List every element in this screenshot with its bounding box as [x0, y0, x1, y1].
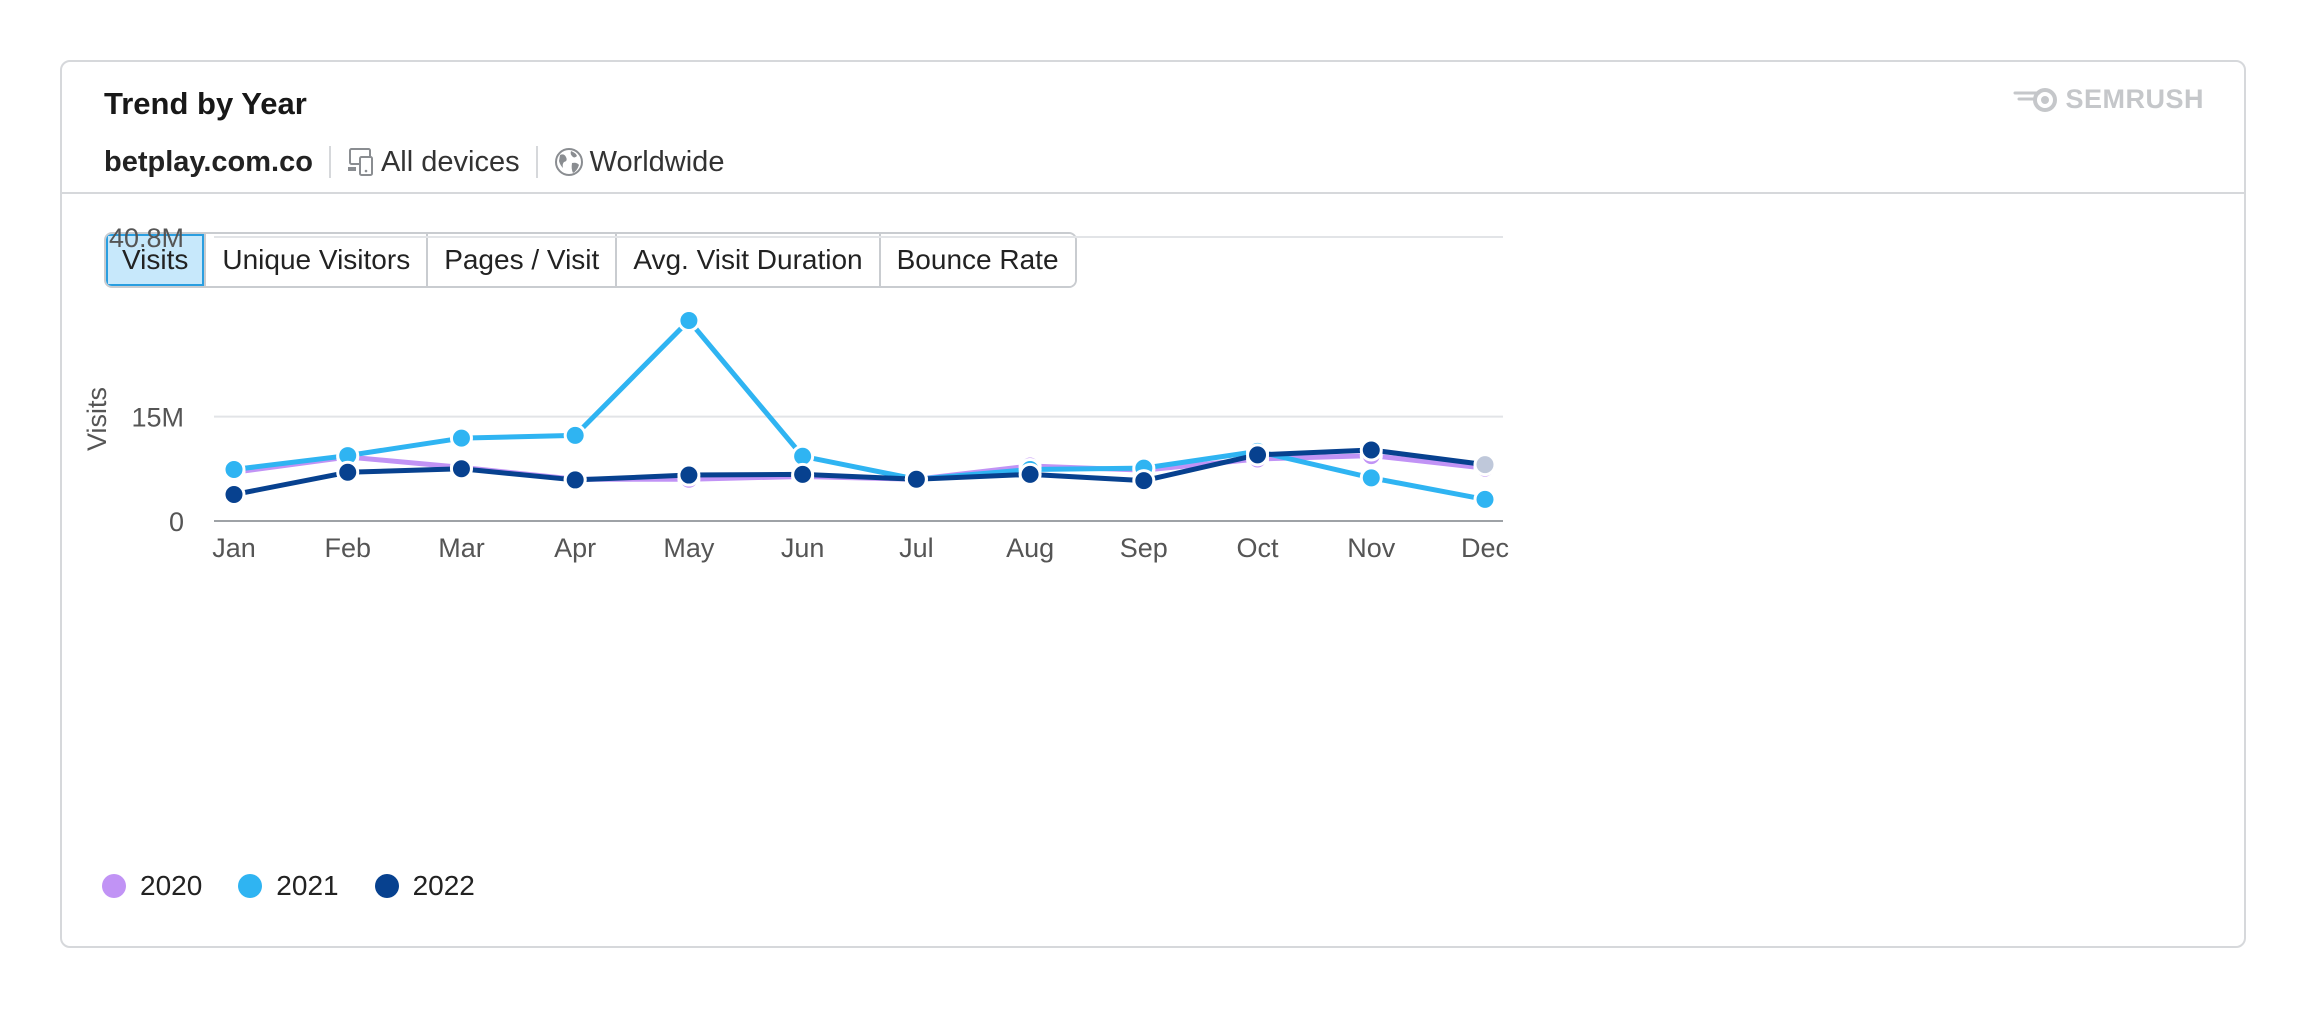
y-tick-label: 0	[169, 507, 184, 537]
data-point-2022-apr	[563, 468, 587, 492]
devices-icon	[347, 148, 373, 176]
legend-item-2021[interactable]: 2021	[238, 870, 339, 902]
data-point-2022-sep	[1132, 469, 1156, 493]
data-point-2021-may	[677, 309, 701, 333]
x-tick-label: Aug	[1006, 533, 1054, 563]
series-line-2022	[231, 447, 1488, 498]
data-point-2022-aug	[1018, 462, 1042, 486]
data-point-2022-may	[677, 463, 701, 487]
card-header: Trend by Year betplay.com.co All devices	[62, 62, 2244, 194]
x-tick-label: Apr	[554, 533, 596, 563]
domain-label: betplay.com.co	[104, 145, 313, 178]
y-tick-label: 15M	[131, 403, 184, 433]
brand-name: SEMRUSH	[2065, 84, 2204, 114]
tab-avg-visit-duration[interactable]: Avg. Visit Duration	[617, 234, 881, 286]
chart-legend: 2020 2021 2022	[102, 870, 511, 902]
data-point-2021-apr	[563, 423, 587, 447]
data-point-2022-jun	[791, 462, 815, 486]
tab-unique-visitors[interactable]: Unique Visitors	[206, 234, 429, 286]
y-tick-label: 40.8M	[109, 223, 184, 253]
widget-meta: betplay.com.co All devices	[104, 142, 724, 182]
trend-card: Trend by Year betplay.com.co All devices	[60, 60, 2246, 948]
x-tick-label: Jul	[899, 533, 934, 563]
data-point-2021-mar	[449, 426, 473, 450]
data-point-2022-mar	[449, 457, 473, 481]
data-point-2021-jan	[222, 457, 246, 481]
x-tick-label: Dec	[1461, 533, 1509, 563]
data-point-2022-jul	[904, 467, 928, 491]
legend-dot-2021	[238, 874, 263, 898]
legend-label-2020: 2020	[140, 870, 203, 901]
y-axis-title: Visits	[82, 387, 112, 451]
legend-dot-2020	[102, 874, 126, 898]
meta-divider	[328, 146, 331, 178]
legend-label-2022: 2022	[412, 870, 475, 901]
data-point-2021-nov	[1359, 466, 1383, 490]
devices-label: All devices	[380, 145, 520, 178]
metric-tabs: Visits Unique Visitors Pages / Visit Avg…	[104, 232, 1077, 288]
data-point-2022-nov	[1359, 438, 1383, 462]
legend-dot-2022	[374, 874, 399, 898]
data-point-2022-feb	[336, 460, 360, 484]
semrush-logo-icon	[2013, 87, 2058, 112]
globe-icon	[554, 148, 583, 176]
x-tick-label: Mar	[438, 533, 485, 563]
widget-title: Trend by Year	[104, 86, 307, 121]
series-line-2021	[231, 318, 1488, 502]
tab-pages-per-visit[interactable]: Pages / Visit	[428, 234, 618, 286]
tab-bounce-rate[interactable]: Bounce Rate	[880, 234, 1075, 286]
data-point-2021-dec	[1473, 487, 1497, 511]
x-tick-label: Jan	[212, 533, 256, 563]
tab-visits[interactable]: Visits	[106, 234, 207, 286]
data-point-2022-oct	[1246, 443, 1270, 467]
x-tick-label: Nov	[1347, 533, 1396, 563]
meta-divider	[535, 146, 538, 178]
x-tick-label: Feb	[324, 533, 371, 563]
devices-filter[interactable]: All devices	[347, 146, 520, 179]
x-tick-label: Oct	[1237, 533, 1280, 563]
legend-item-2020[interactable]: 2020	[102, 870, 202, 902]
region-label: Worldwide	[589, 145, 725, 178]
x-tick-label: May	[663, 533, 715, 563]
data-point-2022-dec	[1473, 453, 1497, 477]
x-tick-label: Sep	[1120, 533, 1168, 563]
brand-logo: SEMRUSH	[2013, 84, 2204, 115]
data-point-2022-jan	[222, 483, 246, 507]
x-tick-label: Jun	[781, 533, 825, 563]
region-filter[interactable]: Worldwide	[554, 145, 725, 179]
legend-item-2022[interactable]: 2022	[374, 870, 475, 902]
legend-label-2021: 2021	[276, 870, 339, 901]
